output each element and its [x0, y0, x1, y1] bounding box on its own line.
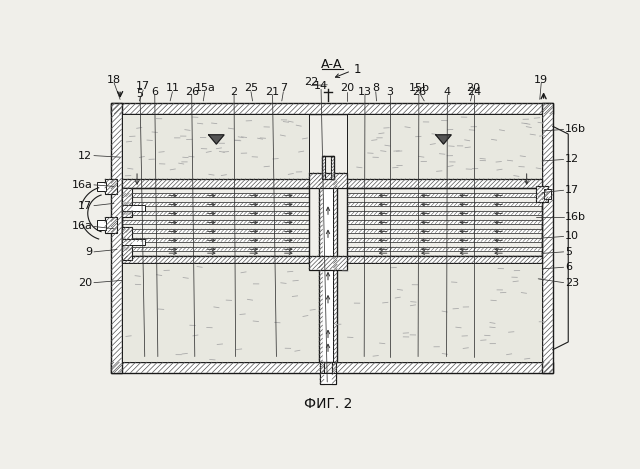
Bar	[111, 103, 122, 373]
Bar	[97, 220, 106, 229]
Text: 26: 26	[412, 87, 426, 97]
Bar	[122, 188, 132, 217]
Bar	[348, 247, 542, 250]
Bar	[111, 103, 553, 114]
Bar	[105, 217, 117, 233]
Text: 20: 20	[466, 83, 480, 93]
Bar	[348, 188, 542, 256]
Text: 20: 20	[340, 83, 355, 93]
Text: 7: 7	[280, 83, 287, 93]
Text: 8: 8	[372, 83, 380, 93]
Bar	[122, 256, 308, 264]
Bar	[97, 182, 106, 191]
Text: 15b: 15b	[408, 83, 429, 93]
Bar	[122, 205, 145, 211]
Bar	[323, 179, 333, 362]
Text: 12: 12	[565, 154, 579, 165]
Text: 17: 17	[78, 201, 92, 211]
Text: 15a: 15a	[195, 83, 215, 93]
Bar	[322, 156, 334, 179]
Text: 12: 12	[78, 151, 92, 160]
Text: 2: 2	[230, 87, 237, 97]
Text: 22: 22	[304, 77, 318, 87]
Bar	[122, 114, 308, 179]
Text: 21: 21	[266, 87, 280, 97]
Bar	[308, 256, 348, 270]
Text: 14: 14	[314, 81, 328, 91]
Bar	[122, 227, 132, 259]
Bar	[332, 362, 337, 384]
Text: 1: 1	[353, 63, 361, 76]
Text: 6: 6	[151, 87, 158, 97]
Bar	[348, 211, 542, 215]
Text: 17: 17	[565, 185, 579, 195]
Bar	[319, 179, 323, 362]
Bar	[122, 247, 308, 250]
Bar	[122, 211, 308, 215]
Polygon shape	[209, 135, 224, 144]
Bar	[322, 156, 325, 179]
Text: 16a: 16a	[72, 180, 92, 190]
Bar	[348, 114, 542, 179]
Text: 10: 10	[565, 232, 579, 242]
Bar	[348, 202, 542, 206]
Bar	[122, 238, 308, 242]
Text: 3: 3	[386, 87, 393, 97]
Text: 25: 25	[244, 83, 258, 93]
Bar	[308, 173, 348, 188]
Bar	[348, 256, 542, 264]
Text: 16b: 16b	[565, 124, 586, 135]
Text: 5: 5	[136, 89, 143, 99]
Bar	[331, 156, 334, 179]
Text: 18: 18	[107, 75, 121, 85]
Bar	[543, 189, 551, 199]
Text: 4: 4	[444, 87, 451, 97]
Text: 17: 17	[136, 81, 150, 91]
Text: 6: 6	[565, 262, 572, 272]
Bar	[319, 373, 337, 384]
Bar	[333, 179, 337, 362]
Bar	[122, 264, 542, 362]
Text: ФИГ. 2: ФИГ. 2	[304, 397, 352, 410]
Bar	[122, 188, 308, 256]
Bar	[348, 179, 542, 188]
Bar	[319, 362, 324, 384]
Bar	[122, 193, 308, 197]
Text: 16b: 16b	[565, 212, 586, 222]
Bar	[348, 193, 542, 197]
Bar	[122, 239, 145, 245]
Text: 11: 11	[166, 83, 179, 93]
Text: 5: 5	[565, 247, 572, 257]
Text: 26: 26	[185, 87, 199, 97]
Text: 20: 20	[78, 278, 92, 287]
Text: 13: 13	[358, 87, 372, 97]
Bar	[348, 238, 542, 242]
Text: А-А: А-А	[321, 58, 342, 71]
Bar	[542, 103, 553, 373]
Bar	[122, 220, 308, 224]
Text: 16a: 16a	[72, 221, 92, 231]
Text: 9: 9	[85, 247, 92, 257]
Bar	[105, 179, 117, 194]
Text: 23: 23	[565, 278, 579, 287]
Bar	[122, 229, 308, 233]
Text: 24: 24	[467, 87, 481, 97]
Text: 19: 19	[534, 75, 548, 85]
Bar	[111, 362, 553, 373]
Bar	[348, 229, 542, 233]
Bar	[122, 179, 308, 188]
Bar	[319, 179, 337, 362]
Bar	[536, 186, 548, 202]
Polygon shape	[436, 135, 451, 144]
Bar	[348, 220, 542, 224]
Bar	[122, 202, 308, 206]
